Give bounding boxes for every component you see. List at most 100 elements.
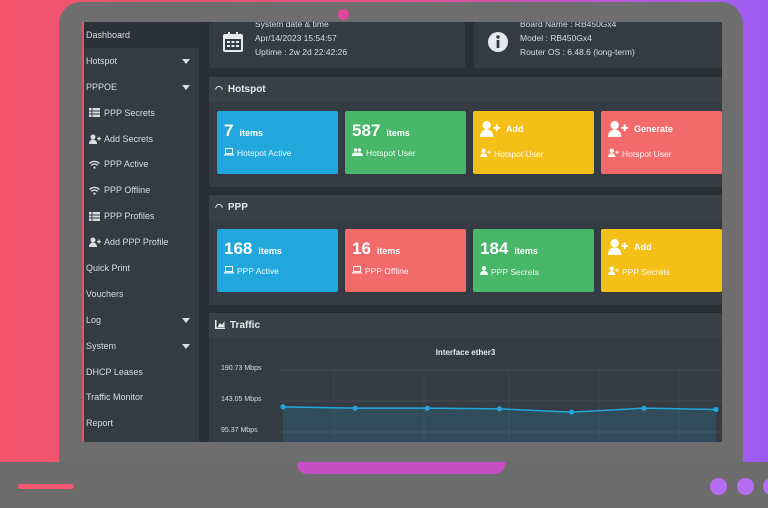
user-plus-icon — [608, 121, 628, 141]
ppp-tile-add-ppp-secrets[interactable]: Add PPP Secrets — [601, 229, 722, 292]
tile-unit: items — [258, 246, 282, 256]
sidebar-item-dashboard[interactable]: Dashboard — [84, 22, 199, 48]
sidebar-item-label: PPPOE — [86, 81, 118, 92]
tile-label: PPP Offline — [352, 266, 409, 276]
tile-label: Hotspot User — [480, 148, 544, 159]
chevron-down-icon — [182, 343, 190, 349]
chart-point[interactable] — [713, 406, 719, 413]
tile-count: 168 items — [224, 239, 282, 259]
list-icon — [88, 108, 101, 118]
hotspot-tile-items-hotspot-user[interactable]: 587 items Hotspot User — [345, 111, 466, 174]
laptop-dot — [737, 478, 754, 495]
tile-value: 587 — [352, 121, 381, 140]
tile-value: 7 — [224, 121, 234, 140]
tile-label: Hotspot User — [608, 148, 672, 159]
tile-action: Add — [608, 238, 652, 260]
sidebar-item-ppp-offline[interactable]: PPP Offline — [84, 177, 199, 203]
chart-area-fill — [283, 406, 716, 442]
system-date-value: Apr/14/2023 15:54:57 — [255, 33, 337, 43]
laptop-dot — [763, 478, 768, 495]
user-plus-icon — [88, 237, 101, 248]
chart-icon — [215, 320, 225, 331]
chevron-down-icon — [182, 84, 190, 90]
main-content: System date & time Apr/14/2023 15:54:57 … — [199, 22, 722, 442]
ppp-tile-items-ppp-active[interactable]: 168 items PPP Active — [217, 229, 338, 292]
sidebar-item-label: Log — [86, 314, 102, 325]
wifi-icon — [88, 159, 101, 169]
user-plus-icon — [88, 134, 101, 144]
tile-value: 16 — [352, 239, 371, 258]
tile-count: 16 items — [352, 239, 400, 259]
user-plus-icon — [608, 266, 619, 277]
laptop-notch — [297, 462, 505, 474]
tile-value: 184 — [480, 239, 509, 258]
router-os-version: Router OS : 6.48.6 (long-term) — [520, 47, 635, 57]
board-info-card: Board Name : RB450Gx4 Model : RB450Gx4 R… — [474, 22, 722, 68]
tile-unit: Generate — [634, 124, 674, 134]
wifi-icon: ◠ — [215, 202, 223, 212]
chart-point[interactable] — [352, 405, 358, 411]
tile-label: Hotspot User — [352, 148, 416, 158]
chart-point[interactable] — [280, 404, 286, 410]
sidebar-item-label: PPP Secrets — [104, 107, 155, 118]
sidebar-item-add-ppp-profile[interactable]: Add PPP Profile — [84, 229, 199, 255]
sidebar-item-label: Traffic Monitor — [86, 392, 144, 403]
sidebar-item-log[interactable]: Log — [84, 307, 199, 333]
sidebar-item-pppoe[interactable]: PPPOE — [84, 74, 199, 100]
sidebar-item-vouchers[interactable]: Vouchers — [84, 281, 199, 307]
sidebar-item-quick-print[interactable]: Quick Print — [84, 255, 199, 281]
users-icon — [352, 148, 363, 158]
hotspot-tile-generate-hotspot-user[interactable]: Generate Hotspot User — [601, 111, 722, 174]
tile-value: 168 — [224, 239, 253, 258]
sidebar-item-add-secrets[interactable]: Add Secrets — [84, 126, 199, 152]
list-icon — [88, 211, 101, 221]
chart-point[interactable] — [641, 405, 647, 411]
hotspot-tile-add-hotspot-user[interactable]: Add Hotspot User — [473, 111, 594, 174]
board-model: Model : RB450Gx4 — [520, 33, 592, 43]
ppp-section-title: PPP — [227, 202, 248, 213]
traffic-section: Traffic Interface ether3 190.73 Mbps 143.… — [209, 313, 722, 442]
tile-label-text: PPP Active — [237, 266, 279, 276]
hotspot-section: ◠ Hotspot 7 items Hotspot Active 587 items Ho… — [209, 77, 722, 187]
tile-action: Add — [480, 120, 524, 142]
ppp-section-header: ◠ PPP — [209, 195, 722, 220]
tile-unit: items — [376, 246, 401, 256]
y-tick-label: 190.73 Mbps — [221, 365, 262, 372]
calendar-icon — [221, 30, 245, 54]
wifi-icon — [88, 185, 101, 195]
info-icon — [486, 30, 510, 54]
user-plus-icon — [608, 239, 628, 259]
sidebar-item-ppp-active[interactable]: PPP Active — [84, 151, 199, 177]
sidebar-item-system[interactable]: System — [84, 333, 199, 359]
tile-label: Hotspot Active — [224, 148, 291, 158]
sidebar-item-ppp-secrets[interactable]: PPP Secrets — [84, 100, 199, 126]
chevron-down-icon — [182, 58, 190, 64]
system-time-card: System date & time Apr/14/2023 15:54:57 … — [209, 22, 465, 68]
tile-label: PPP Secrets — [480, 266, 539, 277]
traffic-chart: Interface ether3 190.73 Mbps 143.05 Mbps 9… — [209, 338, 722, 442]
ppp-tile-items-ppp-offline[interactable]: 16 items PPP Offline — [345, 229, 466, 292]
sidebar-item-traffic-monitor[interactable]: Traffic Monitor — [84, 384, 199, 410]
sidebar-item-label: System — [86, 340, 117, 351]
chart-point[interactable] — [424, 405, 430, 411]
ppp-tile-items-ppp-secrets[interactable]: 184 items PPP Secrets — [473, 229, 594, 292]
sidebar-item-ppp-profiles[interactable]: PPP Profiles — [84, 203, 199, 229]
sidebar-item-hotspot[interactable]: Hotspot — [84, 48, 199, 74]
user-icon — [480, 266, 488, 277]
hotspot-tile-items-hotspot-active[interactable]: 7 items Hotspot Active — [217, 111, 338, 174]
chart-point[interactable] — [569, 409, 575, 415]
sidebar-item-report[interactable]: Report — [84, 410, 199, 436]
camera-dot — [338, 9, 349, 20]
sidebar: Dashboard Hotspot PPPOE PPP Secrets Add Secr… — [82, 22, 199, 442]
tile-label-text: Hotspot User — [494, 149, 544, 159]
user-plus-icon — [480, 148, 491, 159]
tile-count: 184 items — [480, 239, 538, 259]
tile-label-text: PPP Secrets — [491, 267, 540, 277]
sidebar-item-label: Quick Print — [86, 262, 131, 273]
y-tick-label: 95.37 Mbps — [221, 427, 258, 434]
uptime-value: Uptime : 2w 2d 22:42:26 — [255, 47, 348, 57]
sidebar-item-dhcp-leases[interactable]: DHCP Leases — [84, 359, 199, 385]
sidebar-item-label: Hotspot — [86, 55, 118, 66]
chart-point[interactable] — [496, 406, 503, 412]
tile-unit: items — [514, 246, 538, 256]
